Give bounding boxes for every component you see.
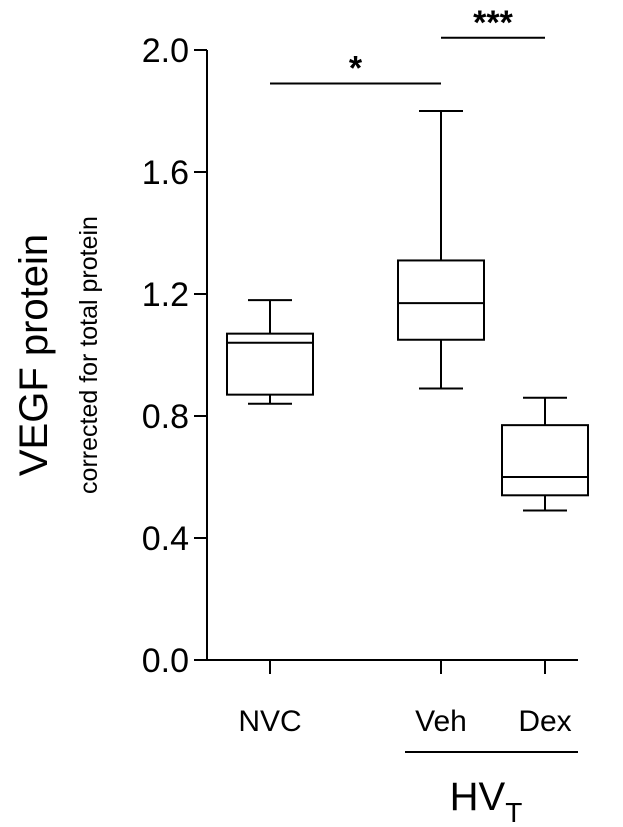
group-label-text: HVT <box>450 775 523 827</box>
significance-label: * <box>349 50 363 88</box>
box-body <box>501 424 589 497</box>
significance-brackets: **** <box>270 4 545 88</box>
y-tick-label: 1.6 <box>142 154 189 192</box>
y-axis: 0.0 0.4 0.8 1.2 1.6 2.0 <box>142 32 208 680</box>
y-tick-label: 0.0 <box>142 642 189 680</box>
x-axis: NVC Veh Dex <box>207 659 578 738</box>
boxes <box>226 110 589 512</box>
y-axis-title: VEGF protein <box>12 234 56 476</box>
y-axis-subtitle: corrected for total protein <box>75 216 103 494</box>
y-axis-sublabel: corrected for total protein <box>75 216 103 494</box>
y-tick-label: 0.4 <box>142 520 189 558</box>
x-tick-label: Dex <box>518 705 571 738</box>
significance-bracket: * <box>270 50 441 88</box>
box-dex <box>501 396 589 512</box>
x-tick-label: Veh <box>415 705 467 738</box>
box-nvc <box>226 299 314 405</box>
significance-label: *** <box>473 4 513 42</box>
y-tick-label: 2.0 <box>142 32 189 70</box>
y-tick-label: 0.8 <box>142 398 189 436</box>
box-body <box>226 332 314 396</box>
group-label: HVT <box>405 751 578 827</box>
x-tick-label: NVC <box>238 705 301 738</box>
box-veh <box>397 110 485 390</box>
y-tick-label: 1.2 <box>142 276 189 314</box>
significance-bracket: *** <box>441 4 545 42</box>
box-body <box>397 259 485 341</box>
y-axis-label: VEGF protein <box>12 234 56 476</box>
